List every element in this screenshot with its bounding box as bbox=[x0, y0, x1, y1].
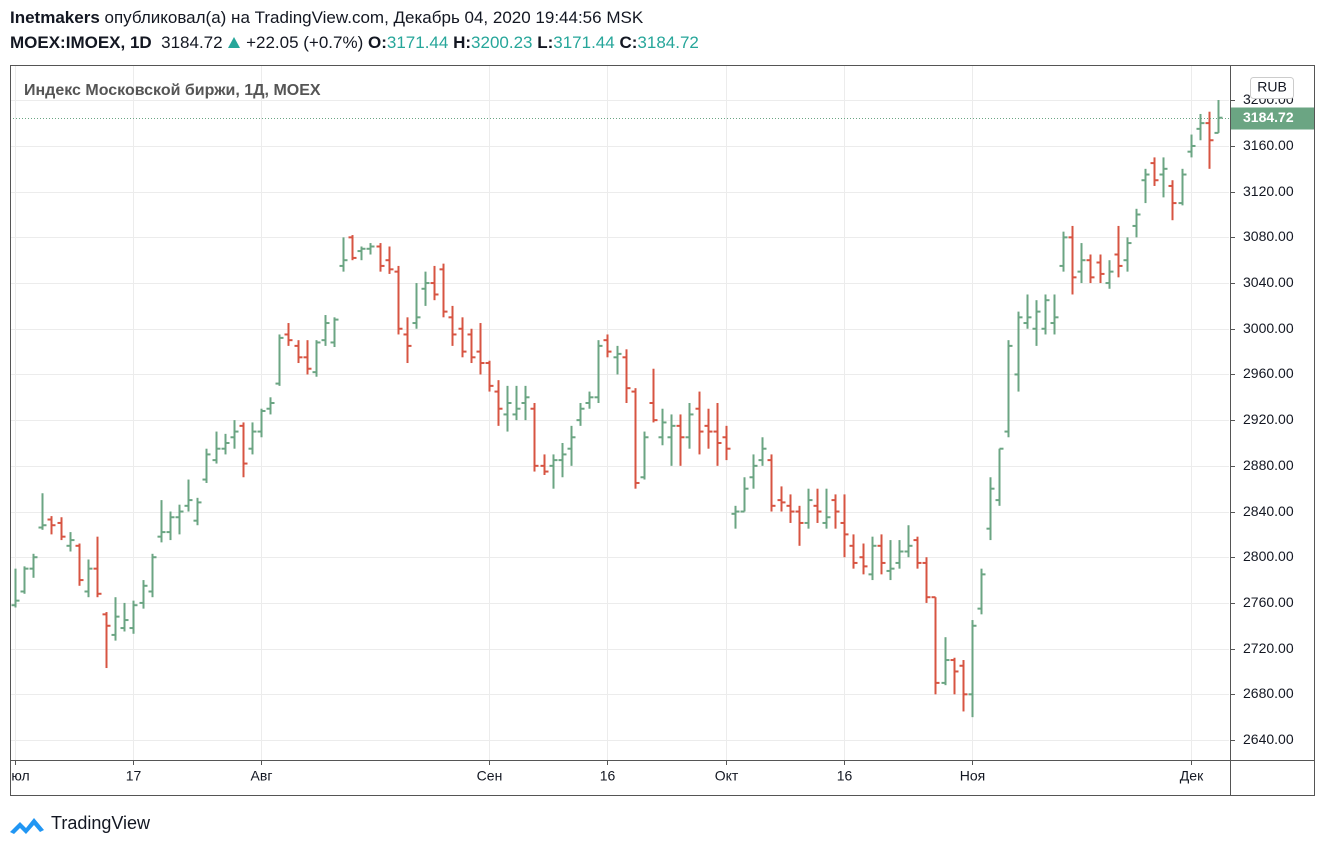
chart-title: Индекс Московской биржи, 1Д, MOEX bbox=[24, 82, 321, 99]
chart-frame bbox=[10, 65, 1315, 796]
footer-logo: TradingView bbox=[10, 813, 151, 834]
footer-brand: TradingView bbox=[51, 813, 151, 833]
h-value: 3200.23 bbox=[471, 33, 533, 52]
c-label: C: bbox=[619, 33, 638, 52]
y-tick-label: 2680.00 bbox=[1243, 685, 1294, 701]
y-tick-label: 3040.00 bbox=[1243, 274, 1294, 290]
y-tick-label: 2720.00 bbox=[1243, 640, 1294, 656]
c-value: 3184.72 bbox=[637, 33, 699, 52]
header-line-1: Inetmakers опубликовал(а) на TradingView… bbox=[10, 8, 643, 28]
y-tick-label: 2760.00 bbox=[1243, 594, 1294, 610]
x-tick-label: Ноя bbox=[960, 768, 985, 784]
x-tick-label: Сен bbox=[477, 768, 503, 784]
o-value: 3171.44 bbox=[386, 33, 449, 52]
x-tick-label: 17 bbox=[126, 768, 142, 784]
up-arrow bbox=[228, 37, 241, 48]
y-tick-label: 3120.00 bbox=[1243, 183, 1294, 199]
last-price-label: 3184.72 bbox=[1243, 109, 1294, 125]
x-tick-label: Авг bbox=[251, 768, 273, 784]
currency-box bbox=[1250, 77, 1294, 99]
author: Inetmakers bbox=[10, 8, 100, 27]
y-tick-label: 2840.00 bbox=[1243, 503, 1294, 519]
y-tick-label: 3000.00 bbox=[1243, 320, 1294, 336]
last-price-box bbox=[1231, 107, 1314, 130]
change: +22.05 (+0.7%) bbox=[246, 33, 364, 52]
y-tick-label: 2800.00 bbox=[1243, 548, 1294, 564]
published: опубликовал(а) на TradingView.com, Декаб… bbox=[104, 8, 644, 27]
y-tick-label: 2880.00 bbox=[1243, 457, 1294, 473]
x-tick-label: 16 bbox=[600, 768, 616, 784]
y-tick-label: 3080.00 bbox=[1243, 228, 1294, 244]
y-tick-label: 2640.00 bbox=[1243, 731, 1294, 747]
x-tick-label: Июл bbox=[1, 768, 29, 784]
currency-label: RUB bbox=[1257, 79, 1287, 95]
y-tick-label: 2920.00 bbox=[1243, 411, 1294, 427]
l-label: L: bbox=[537, 33, 554, 52]
last: 3184.72 bbox=[161, 33, 223, 52]
o-label: O: bbox=[368, 33, 387, 52]
header-line-2: MOEX:IMOEX, 1D 3184.72 +22.05 (+0.7%) O:… bbox=[10, 33, 699, 53]
x-tick-label: 16 bbox=[837, 768, 853, 784]
y-tick-label: 2960.00 bbox=[1243, 365, 1294, 381]
y-tick-label: 3160.00 bbox=[1243, 137, 1294, 153]
symbol: MOEX:IMOEX, 1D bbox=[10, 33, 152, 52]
x-tick-label: Дек bbox=[1180, 768, 1204, 784]
x-tick-label: Окт bbox=[715, 768, 739, 784]
l-value: 3171.44 bbox=[553, 33, 615, 52]
h-label: H: bbox=[453, 33, 472, 52]
